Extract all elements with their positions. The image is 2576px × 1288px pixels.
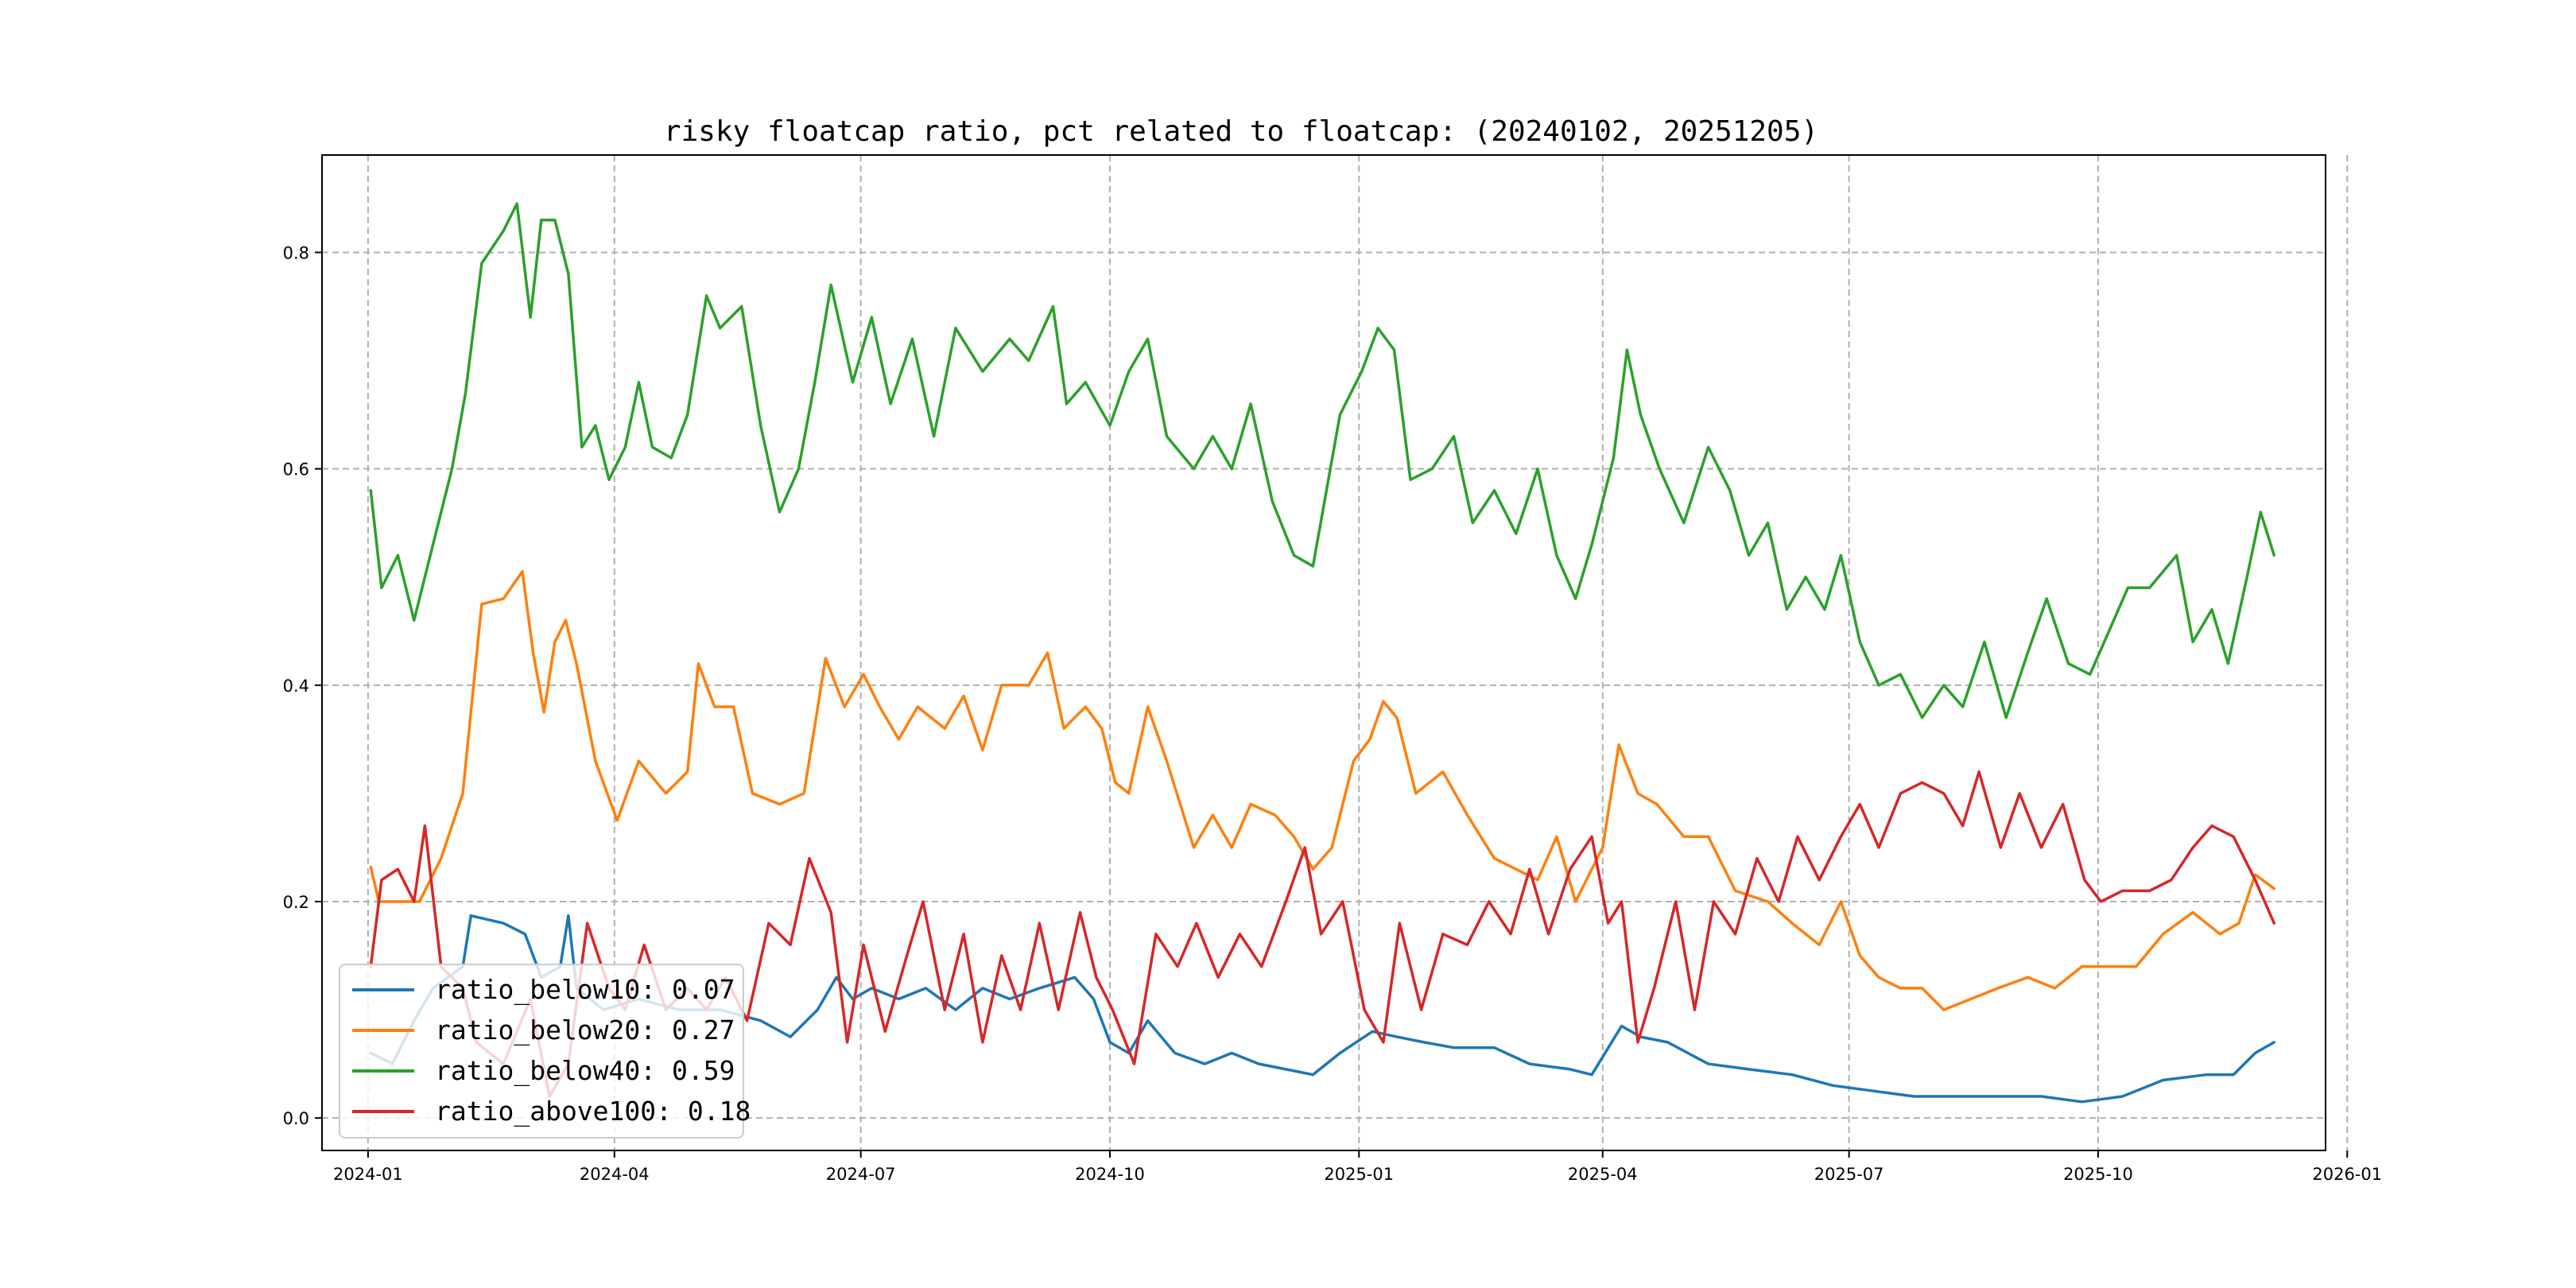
x-tick-label: 2024-04 bbox=[580, 1165, 650, 1184]
axis-ticks: 2024-01 2024-04 2024-07 2024-10 2025-01 2025-… bbox=[283, 243, 2383, 1184]
x-tick-label: 2025-01 bbox=[1324, 1165, 1394, 1184]
y-tick-label: 0.6 bbox=[283, 460, 309, 479]
legend-box bbox=[339, 964, 744, 1139]
chart-title: risky floatcap ratio, pct related to flo… bbox=[664, 115, 1818, 148]
x-tick-label: 2025-04 bbox=[1568, 1165, 1638, 1184]
x-tick-label: 2026-01 bbox=[2312, 1165, 2382, 1184]
x-tick-label: 2025-10 bbox=[2063, 1165, 2133, 1184]
series-line-ratio-below40 bbox=[369, 202, 2276, 720]
y-tick-label: 0.8 bbox=[283, 243, 309, 262]
plot-frame bbox=[321, 154, 2326, 1151]
x-tick-label: 2024-07 bbox=[826, 1165, 896, 1184]
y-tick-label: 0.4 bbox=[283, 677, 309, 696]
x-tick-label: 2024-10 bbox=[1075, 1165, 1145, 1184]
x-tick-label: 2025-07 bbox=[1814, 1165, 1884, 1184]
x-tick-label: 2024-01 bbox=[333, 1165, 403, 1184]
y-tick-label: 0.0 bbox=[283, 1109, 309, 1128]
legend: ratio_below10: 0.07 ratio_below20: 0.27 ra… bbox=[339, 964, 751, 1139]
legend-label-ratio-below10: ratio_below10: 0.07 bbox=[435, 974, 735, 1006]
series-line-ratio-below20 bbox=[369, 570, 2276, 1011]
legend-label-ratio-below40: ratio_below40: 0.59 bbox=[435, 1055, 735, 1087]
y-tick-label: 0.2 bbox=[283, 893, 309, 912]
legend-label-ratio-below20: ratio_below20: 0.27 bbox=[435, 1014, 735, 1046]
legend-label-ratio-above100: ratio_above100: 0.18 bbox=[435, 1096, 751, 1127]
